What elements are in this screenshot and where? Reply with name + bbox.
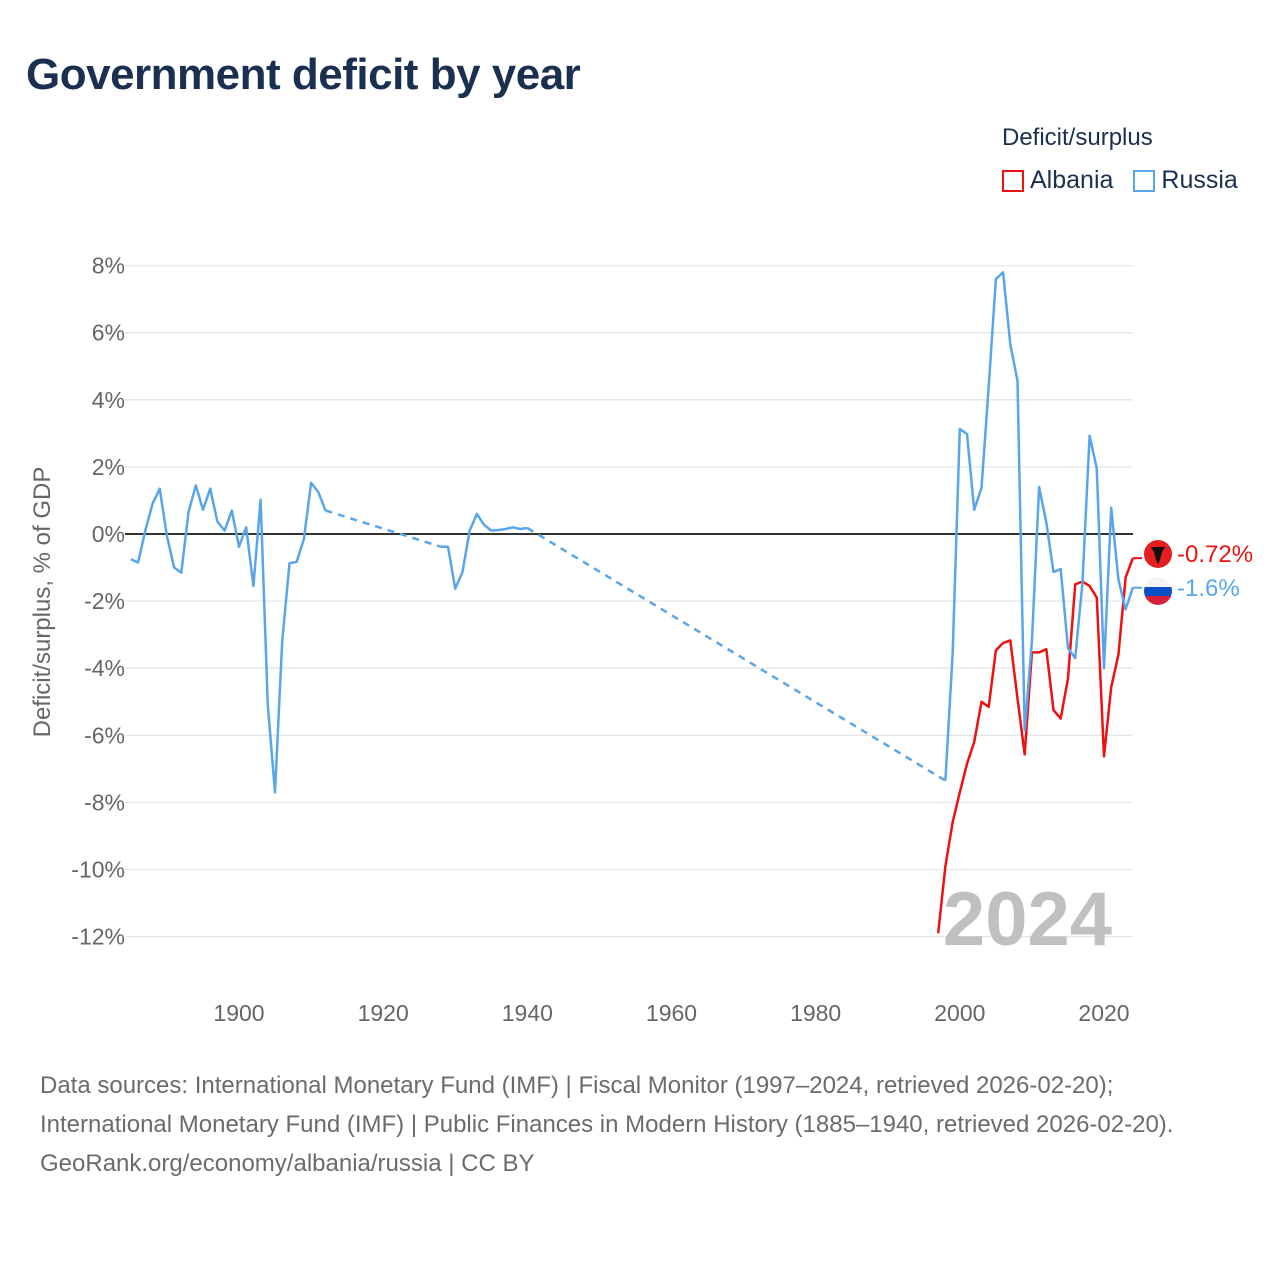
y-tick-label: 4% <box>92 387 125 413</box>
x-tick-label: 1960 <box>646 1000 697 1026</box>
legend-item-russia[interactable]: Russia <box>1133 166 1238 195</box>
x-tick-label: 1920 <box>358 1000 409 1026</box>
legend-title: Deficit/surplus <box>1002 124 1153 151</box>
albania-end-label: -0.72% <box>1177 541 1253 568</box>
y-tick-label: -2% <box>84 588 125 614</box>
y-tick-label: -10% <box>71 857 125 883</box>
data-sources: Data sources: International Monetary Fun… <box>40 1072 1174 1138</box>
albania-flag-icon <box>1144 540 1172 568</box>
legend: Albania Russia <box>1002 166 1238 195</box>
y-tick-label: 0% <box>92 521 125 547</box>
line-chart: 8% 6% 4% 2% 0% -2% -4% -6% -8% -10% -12% 1900 1920 19… <box>29 253 1253 1026</box>
series-line-russia <box>944 271 1134 781</box>
legend-label-russia: Russia <box>1161 166 1238 194</box>
x-tick-label: 1940 <box>502 1000 553 1026</box>
series-line-russia-gap <box>325 509 442 548</box>
credit-link[interactable]: GeoRank.org/economy/albania/russia | CC … <box>40 1150 535 1177</box>
y-tick-label: -8% <box>84 789 125 815</box>
legend-swatch-russia <box>1133 169 1156 192</box>
y-tick-label: -4% <box>84 655 125 681</box>
legend-swatch-albania <box>1002 169 1024 192</box>
legend-item-albania[interactable]: Albania <box>1002 166 1113 195</box>
x-tick-label: 1900 <box>213 1000 264 1026</box>
footer: Data sources: International Monetary Fun… <box>40 1066 1240 1183</box>
y-tick-label: 2% <box>92 454 125 480</box>
x-tick-label: 2000 <box>934 1000 985 1026</box>
x-tick-label: 2020 <box>1078 1000 1129 1026</box>
series-line-russia <box>440 512 528 590</box>
series-line-russia-gap <box>526 526 947 782</box>
y-axis-label: Deficit/surplus, % of GDP <box>29 467 56 738</box>
x-tick-label: 1980 <box>790 1000 841 1026</box>
series-line-russia <box>130 481 327 794</box>
year-watermark: 2024 <box>943 877 1112 962</box>
series-line-albania <box>936 557 1134 934</box>
y-tick-label: -12% <box>71 924 125 950</box>
russia-flag-icon <box>1144 577 1172 605</box>
y-tick-label: -6% <box>84 722 125 748</box>
legend-label-albania: Albania <box>1030 166 1114 194</box>
y-tick-label: 6% <box>92 320 125 346</box>
chart-title: Government deficit by year <box>26 50 581 99</box>
russia-end-label: -1.6% <box>1177 575 1240 602</box>
y-tick-label: 8% <box>92 253 125 279</box>
